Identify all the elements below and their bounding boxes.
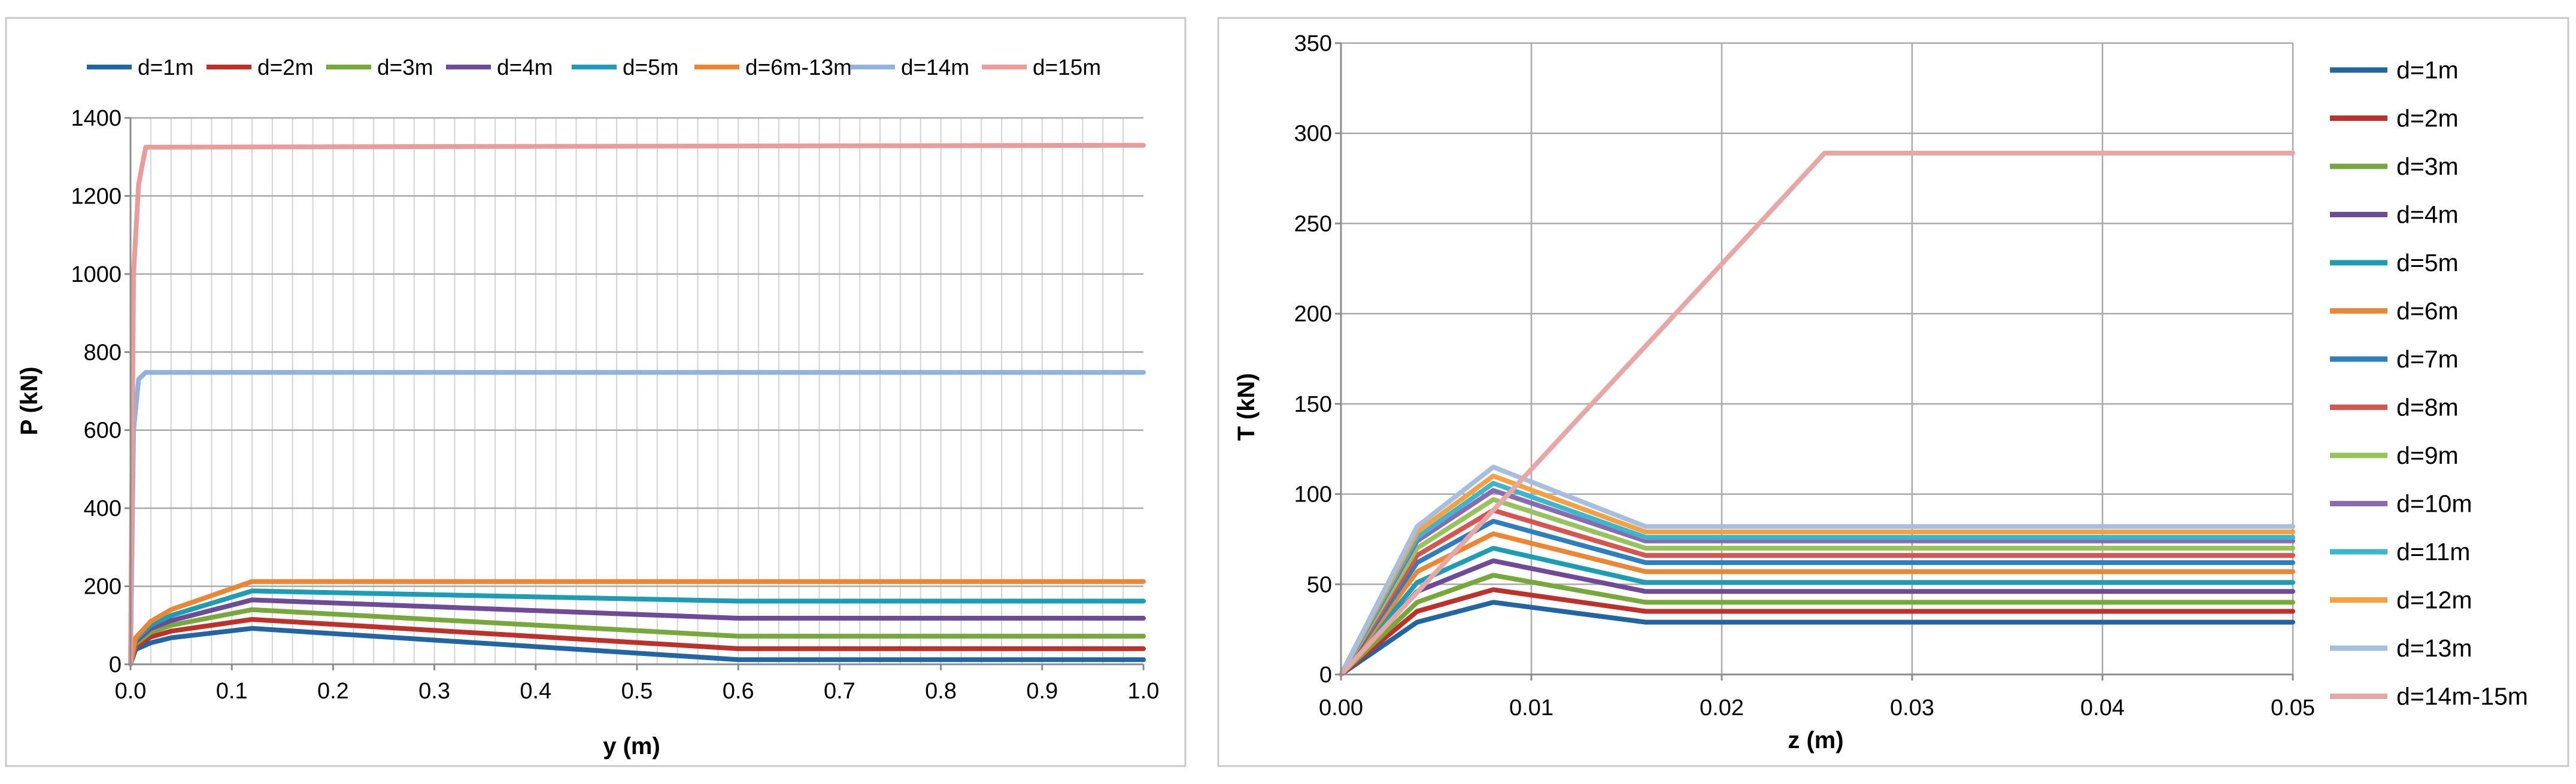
grid	[131, 117, 1143, 664]
x-tick-label: 0.0	[115, 679, 147, 704]
legend: d=1m d=2m d=3m d=4m d=5m d=6m-13m d=14m d=15m	[87, 55, 1101, 80]
y-tick-label: 50	[1307, 572, 1332, 597]
series-line-d-5m	[1339, 546, 2295, 677]
y-tick-label: 100	[1294, 482, 1332, 508]
x-tick-label: 0.00	[1319, 695, 1363, 721]
legend-label: d=5m	[2396, 249, 2459, 276]
chart-panel-p-vs-y: 0.0 0.1 0.2 0.3 0.4 0.5 0.6 0.7 0.8 0.9 1.0 0 200 400…	[5, 17, 1187, 767]
series-line-d-13m	[1339, 464, 2295, 677]
series-line-d-6m	[1339, 531, 2295, 677]
legend-label: d=6m	[2396, 297, 2459, 325]
plot-area	[1341, 43, 2293, 674]
legend-label: d=10m	[2396, 490, 2472, 518]
x-axis-label: y (m)	[603, 733, 660, 759]
tick-labels: 0.00 0.01 0.02 0.03 0.04 0.05 0 50 100 150 200 250 3…	[1294, 31, 2315, 721]
x-tick-label: 0.8	[925, 679, 957, 704]
x-tick-label: 0.1	[216, 679, 248, 704]
x-tick-label: 0.9	[1026, 679, 1058, 704]
legend-label: d=13m	[2396, 634, 2472, 662]
legend-label: d=2m	[2396, 105, 2459, 132]
x-tick-label: 0.04	[2080, 695, 2125, 721]
x-tick-label: 0.05	[2271, 695, 2315, 721]
legend-label: d=3m	[377, 55, 433, 80]
y-tick-label: 1400	[71, 106, 122, 131]
y-axis-label: T (kN)	[1233, 373, 1260, 440]
legend-label: d=3m	[2396, 153, 2459, 180]
legend-label: d=11m	[2396, 538, 2470, 566]
y-tick-label: 150	[1294, 392, 1332, 417]
y-tick-label: 350	[1294, 31, 1332, 56]
legend-label: d=5m	[623, 55, 679, 80]
y-tick-label: 600	[84, 418, 122, 443]
series-line-d-14m-15m	[1339, 150, 2295, 677]
y-tick-label: 400	[84, 496, 122, 521]
x-tick-label: 0.6	[723, 679, 754, 704]
series-line-d-2m	[1339, 587, 2295, 677]
legend-label: d=14m-15m	[2396, 683, 2528, 710]
x-tick-label: 0.01	[1509, 695, 1554, 721]
series-lines	[1339, 150, 2295, 677]
y-tick-label: 200	[84, 575, 122, 600]
legend: d=1m d=2m d=3m d=4m d=5m d=6m d=7m d=8m d=9m d=10…	[2330, 56, 2528, 710]
legend-label: d=9m	[2396, 442, 2459, 469]
series-line-d-15m	[128, 142, 1146, 667]
x-tick-label: 0.2	[317, 679, 349, 704]
legend-label: d=7m	[2396, 345, 2459, 373]
x-tick-label: 0.4	[520, 679, 551, 704]
axes	[1335, 42, 2294, 680]
legend-label: d=14m	[901, 55, 969, 80]
x-tick-label: 0.03	[1890, 695, 1934, 721]
x-tick-label: 0.02	[1700, 695, 1744, 721]
y-tick-label: 0	[109, 652, 122, 677]
y-tick-label: 1200	[71, 184, 122, 209]
series-lines	[128, 142, 1146, 667]
y-tick-label: 200	[1294, 302, 1332, 327]
legend-label: d=15m	[1033, 55, 1101, 80]
x-tick-label: 0.3	[418, 679, 450, 704]
y-tick-label: 300	[1294, 121, 1332, 147]
legend-label: d=1m	[138, 55, 194, 80]
grid	[1341, 42, 2294, 674]
tick-labels: 0.0 0.1 0.2 0.3 0.4 0.5 0.6 0.7 0.8 0.9 1.0 0 200 400…	[71, 106, 1159, 704]
x-tick-label: 0.5	[621, 679, 653, 704]
legend-label: d=12m	[2396, 587, 2472, 614]
x-tick-label: 1.0	[1128, 679, 1160, 704]
series-line-d-7m	[1339, 518, 2295, 677]
legend-label: d=4m	[2396, 201, 2459, 229]
y-tick-label: 0	[1319, 663, 1332, 688]
legend-label: d=4m	[497, 55, 553, 80]
y-tick-label: 1000	[71, 262, 122, 287]
legend-label: d=8m	[2396, 394, 2459, 421]
legend-label: d=2m	[257, 55, 314, 80]
series-line-d-3m	[1339, 573, 2295, 677]
legend-label: d=6m-13m	[745, 55, 852, 80]
series-line-d-6m-13m	[128, 579, 1146, 667]
x-tick-label: 0.7	[824, 679, 855, 704]
x-axis-label: z (m)	[1788, 727, 1843, 753]
y-axis-label: P (kN)	[16, 367, 43, 436]
legend-label: d=1m	[2396, 56, 2459, 84]
series-line-d-1m	[1339, 600, 2295, 677]
axes	[125, 117, 1145, 670]
y-tick-label: 250	[1294, 211, 1332, 236]
y-tick-label: 800	[84, 340, 122, 365]
chart-panel-t-vs-z: 0.00 0.01 0.02 0.03 0.04 0.05 0 50 100 150 200 250 3…	[1217, 17, 2569, 767]
